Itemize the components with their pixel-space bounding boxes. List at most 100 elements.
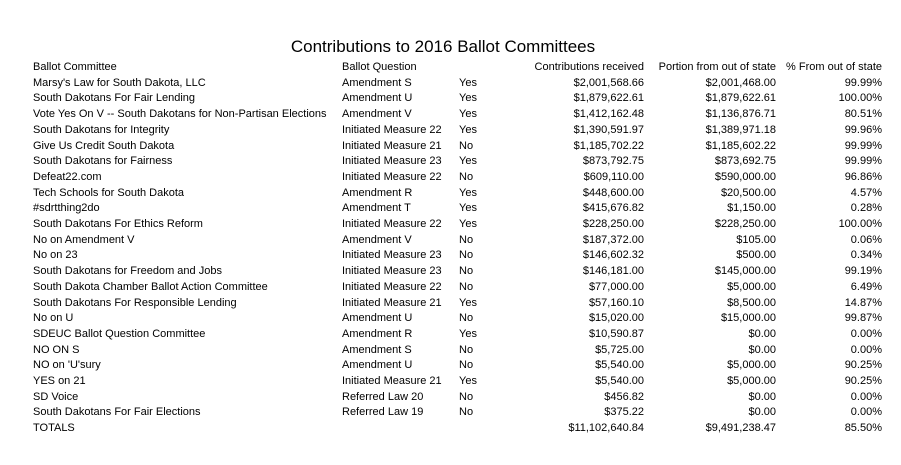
question-cell: Initiated Measure 21 bbox=[342, 375, 442, 388]
table-row: NO ON S Amendment S No $5,725.00 $0.00 0.00% bbox=[33, 343, 882, 359]
received-cell: $1,412,162.48 bbox=[573, 108, 644, 121]
position-cell: No bbox=[459, 343, 474, 356]
position-cell: No bbox=[459, 390, 474, 403]
received-cell: $1,390,591.97 bbox=[573, 123, 644, 136]
contributions-table: Ballot Committee Ballot Question Contrib… bbox=[33, 60, 882, 437]
question-cell: Initiated Measure 21 bbox=[342, 139, 442, 152]
percent-cell: 99.87% bbox=[844, 312, 882, 325]
table-row: South Dakotans For Fair Lending Amendment… bbox=[33, 91, 882, 107]
position-cell: No bbox=[459, 359, 474, 372]
header-received: Contributions received bbox=[534, 61, 644, 73]
percent-cell: 96.86% bbox=[844, 170, 882, 183]
position-cell: Yes bbox=[459, 92, 477, 105]
position-cell: No bbox=[459, 139, 474, 152]
totals-row: TOTALS $11,102,640.84 $9,491,238.47 85.50% bbox=[33, 421, 882, 437]
out-of-state-cell: $105.00 bbox=[736, 233, 776, 246]
position-cell: No bbox=[459, 265, 474, 278]
totals-position-empty bbox=[459, 421, 518, 437]
committee-cell: South Dakotans For Ethics Reform bbox=[33, 218, 203, 231]
position-cell: Yes bbox=[459, 202, 477, 215]
percent-cell: 0.00% bbox=[850, 327, 882, 340]
table-row: Marsy's Law for South Dakota, LLC Amendme… bbox=[33, 76, 882, 92]
position-cell: No bbox=[459, 249, 474, 262]
received-cell: $2,001,568.66 bbox=[573, 76, 644, 89]
question-cell: Amendment V bbox=[342, 233, 412, 246]
out-of-state-cell: $0.00 bbox=[748, 343, 776, 356]
received-cell: $873,792.75 bbox=[582, 155, 644, 168]
committee-cell: NO on 'U'sury bbox=[33, 359, 101, 372]
percent-cell: 0.00% bbox=[850, 390, 882, 403]
table-row: South Dakotans for Fairness Initiated Mea… bbox=[33, 154, 882, 170]
position-cell: Yes bbox=[459, 76, 477, 89]
percent-cell: 0.00% bbox=[850, 343, 882, 356]
committee-cell: No on U bbox=[33, 312, 74, 325]
table-row: YES on 21 Initiated Measure 21 Yes $5,540.0… bbox=[33, 374, 882, 390]
percent-cell: 0.28% bbox=[850, 202, 882, 215]
out-of-state-cell: $0.00 bbox=[748, 406, 776, 419]
committee-cell: Vote Yes On V -- South Dakotans for Non-… bbox=[33, 108, 327, 121]
committee-cell: YES on 21 bbox=[33, 375, 86, 388]
percent-cell: 90.25% bbox=[844, 375, 882, 388]
committee-cell: South Dakotans for Integrity bbox=[33, 123, 170, 136]
question-cell: Amendment U bbox=[342, 359, 413, 372]
received-cell: $146,602.32 bbox=[582, 249, 644, 262]
table-row: South Dakotans For Responsible Lending In… bbox=[33, 296, 882, 312]
out-of-state-cell: $0.00 bbox=[748, 327, 776, 340]
header-out-of-state: Portion from out of state bbox=[658, 61, 776, 73]
position-cell: No bbox=[459, 406, 474, 419]
header-position bbox=[459, 60, 518, 76]
table-row: No on U Amendment U No $15,020.00 $15,000.00… bbox=[33, 311, 882, 327]
committee-cell: Marsy's Law for South Dakota, LLC bbox=[33, 76, 206, 89]
question-cell: Initiated Measure 22 bbox=[342, 170, 442, 183]
out-of-state-cell: $1,185,602.22 bbox=[705, 139, 776, 152]
position-cell: Yes bbox=[459, 123, 477, 136]
received-cell: $146,181.00 bbox=[582, 265, 644, 278]
received-cell: $609,110.00 bbox=[583, 170, 644, 183]
question-cell: Initiated Measure 22 bbox=[342, 280, 442, 293]
table-row: Tech Schools for South Dakota Amendment R… bbox=[33, 186, 882, 202]
percent-cell: 100.00% bbox=[838, 218, 882, 231]
out-of-state-cell: $145,000.00 bbox=[714, 265, 776, 278]
received-cell: $228,250.00 bbox=[582, 218, 644, 231]
table-row: Give Us Credit South Dakota Initiated Mea… bbox=[33, 139, 882, 155]
position-cell: Yes bbox=[459, 186, 477, 199]
table-row: #sdrtthing2do Amendment T Yes $415,676.82 $1… bbox=[33, 201, 882, 217]
out-of-state-cell: $1,389,971.18 bbox=[705, 123, 776, 136]
received-cell: $57,160.10 bbox=[588, 296, 644, 309]
position-cell: Yes bbox=[459, 155, 477, 168]
header-committee: Ballot Committee bbox=[33, 61, 117, 73]
position-cell: Yes bbox=[459, 296, 477, 309]
question-cell: Initiated Measure 22 bbox=[342, 123, 442, 136]
received-cell: $10,590.87 bbox=[588, 327, 644, 340]
committee-cell: No on Amendment V bbox=[33, 233, 135, 246]
percent-cell: 99.99% bbox=[844, 139, 882, 152]
totals-question-empty bbox=[342, 421, 459, 437]
received-cell: $1,879,622.61 bbox=[573, 92, 644, 105]
table-row: SD Voice Referred Law 20 No $456.82 $0.00 0.0… bbox=[33, 390, 882, 406]
totals-out-of-state: $9,491,238.47 bbox=[705, 422, 776, 435]
table-row: Defeat22.com Initiated Measure 22 No $609,1… bbox=[33, 170, 882, 186]
question-cell: Referred Law 19 bbox=[342, 406, 424, 419]
out-of-state-cell: $2,001,468.00 bbox=[705, 76, 776, 89]
table-row: South Dakota Chamber Ballot Action Commi… bbox=[33, 280, 882, 296]
out-of-state-cell: $20,500.00 bbox=[720, 186, 776, 199]
table-row: No on Amendment V Amendment V No $187,372.0… bbox=[33, 233, 882, 249]
question-cell: Initiated Measure 22 bbox=[342, 218, 442, 231]
received-cell: $5,725.00 bbox=[595, 343, 644, 356]
percent-cell: 0.06% bbox=[850, 233, 882, 246]
committee-cell: Give Us Credit South Dakota bbox=[33, 139, 175, 152]
question-cell: Amendment R bbox=[342, 186, 413, 199]
table-row: Vote Yes On V -- South Dakotans for Non-… bbox=[33, 107, 882, 123]
position-cell: No bbox=[459, 280, 474, 293]
question-cell: Amendment R bbox=[342, 327, 413, 340]
percent-cell: 80.51% bbox=[844, 108, 882, 121]
committee-cell: Tech Schools for South Dakota bbox=[33, 186, 185, 199]
out-of-state-cell: $228,250.00 bbox=[714, 218, 776, 231]
out-of-state-cell: $1,879,622.61 bbox=[705, 92, 776, 105]
out-of-state-cell: $8,500.00 bbox=[727, 296, 776, 309]
header-percent: % From out of state bbox=[786, 61, 882, 73]
position-cell: Yes bbox=[459, 108, 477, 121]
out-of-state-cell: $15,000.00 bbox=[720, 312, 776, 325]
position-cell: No bbox=[459, 233, 474, 246]
received-cell: $77,000.00 bbox=[588, 280, 644, 293]
